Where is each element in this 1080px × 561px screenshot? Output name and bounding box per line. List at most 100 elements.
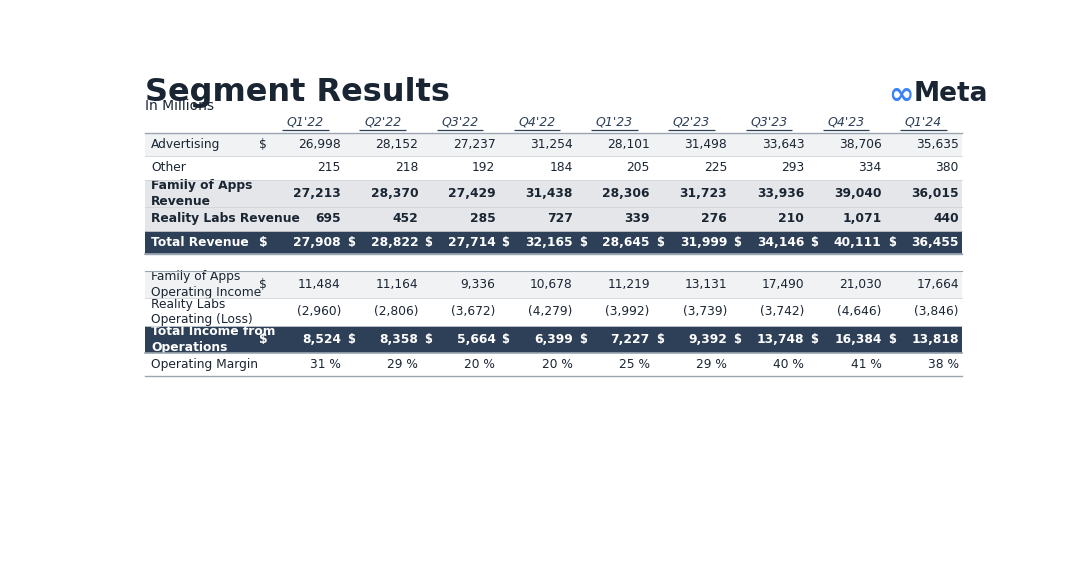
Text: 31,498: 31,498	[685, 138, 727, 151]
Text: (2,960): (2,960)	[297, 306, 341, 319]
Text: Other: Other	[151, 162, 186, 174]
Text: Q3'22: Q3'22	[442, 115, 478, 128]
Text: 17,490: 17,490	[761, 278, 805, 291]
Text: 10,678: 10,678	[530, 278, 572, 291]
Text: 31,438: 31,438	[525, 187, 572, 200]
Text: 41 %: 41 %	[851, 358, 881, 371]
Text: 440: 440	[933, 212, 959, 226]
Text: 31,999: 31,999	[679, 236, 727, 249]
Text: Meta: Meta	[914, 81, 988, 107]
Text: 225: 225	[704, 162, 727, 174]
Text: Family of Apps
Operating Income: Family of Apps Operating Income	[151, 270, 261, 299]
Text: 27,237: 27,237	[453, 138, 496, 151]
Text: $: $	[501, 236, 510, 249]
Text: Q3'23: Q3'23	[751, 115, 787, 128]
Text: 9,392: 9,392	[688, 333, 727, 346]
Text: 28,306: 28,306	[603, 187, 650, 200]
Text: $: $	[259, 236, 268, 249]
Text: 184: 184	[550, 162, 572, 174]
Text: (3,846): (3,846)	[915, 306, 959, 319]
Text: ∞: ∞	[889, 81, 914, 110]
Text: $: $	[733, 236, 741, 249]
Text: $: $	[259, 278, 267, 291]
Text: (4,279): (4,279)	[528, 306, 572, 319]
Text: $: $	[811, 236, 819, 249]
Text: Q4'23: Q4'23	[827, 115, 865, 128]
Text: 7,227: 7,227	[610, 333, 650, 346]
Text: 8,524: 8,524	[302, 333, 341, 346]
Bar	[145, 133, 962, 157]
Text: Q4'22: Q4'22	[518, 115, 556, 128]
Text: 36,015: 36,015	[912, 187, 959, 200]
Text: 28,645: 28,645	[603, 236, 650, 249]
Text: 11,164: 11,164	[376, 278, 418, 291]
Text: (3,672): (3,672)	[451, 306, 496, 319]
Text: $: $	[656, 333, 664, 346]
Text: 31,254: 31,254	[530, 138, 572, 151]
Text: 25 %: 25 %	[619, 358, 650, 371]
Text: 33,936: 33,936	[757, 187, 805, 200]
Text: 210: 210	[779, 212, 805, 226]
Bar	[145, 271, 962, 298]
Text: 293: 293	[781, 162, 805, 174]
Text: 28,152: 28,152	[375, 138, 418, 151]
Text: 20 %: 20 %	[542, 358, 572, 371]
Text: $: $	[259, 138, 267, 151]
Text: $: $	[259, 333, 268, 346]
Text: $: $	[347, 333, 355, 346]
Text: Reality Labs Revenue: Reality Labs Revenue	[151, 212, 300, 226]
Text: 28,822: 28,822	[370, 236, 418, 249]
Text: 27,213: 27,213	[293, 187, 341, 200]
Text: Total Revenue: Total Revenue	[151, 236, 249, 249]
Text: (2,806): (2,806)	[374, 306, 418, 319]
Text: (4,646): (4,646)	[837, 306, 881, 319]
Text: $: $	[501, 333, 510, 346]
Text: 8,358: 8,358	[379, 333, 418, 346]
Text: 13,818: 13,818	[912, 333, 959, 346]
Text: 334: 334	[859, 162, 881, 174]
Bar	[145, 353, 962, 376]
Text: 276: 276	[701, 212, 727, 226]
Text: In Millions: In Millions	[145, 99, 214, 113]
Text: Family of Apps
Revenue: Family of Apps Revenue	[151, 179, 253, 208]
Text: 13,748: 13,748	[757, 333, 805, 346]
Text: 727: 727	[546, 212, 572, 226]
Text: $: $	[811, 333, 819, 346]
Text: 20 %: 20 %	[464, 358, 496, 371]
Text: 29 %: 29 %	[697, 358, 727, 371]
Text: (3,992): (3,992)	[606, 306, 650, 319]
Text: Q2'23: Q2'23	[673, 115, 711, 128]
Text: 35,635: 35,635	[916, 138, 959, 151]
Text: Q1'24: Q1'24	[905, 115, 942, 128]
Text: 28,101: 28,101	[607, 138, 650, 151]
Bar	[145, 157, 962, 180]
Text: Q1'23: Q1'23	[596, 115, 633, 128]
Text: Total Income from
Operations: Total Income from Operations	[151, 325, 275, 353]
Text: 31,723: 31,723	[679, 187, 727, 200]
Text: 36,455: 36,455	[912, 236, 959, 249]
Text: 218: 218	[395, 162, 418, 174]
Text: $: $	[656, 236, 664, 249]
Text: 34,146: 34,146	[757, 236, 805, 249]
Text: 11,484: 11,484	[298, 278, 341, 291]
Text: 13,131: 13,131	[685, 278, 727, 291]
Text: Reality Labs
Operating (Loss): Reality Labs Operating (Loss)	[151, 298, 253, 327]
Text: 192: 192	[472, 162, 496, 174]
Bar	[145, 180, 962, 207]
Text: 27,714: 27,714	[447, 236, 496, 249]
Text: 27,429: 27,429	[448, 187, 496, 200]
Text: Q1'22: Q1'22	[287, 115, 324, 128]
Bar	[145, 325, 962, 353]
Text: (3,739): (3,739)	[683, 306, 727, 319]
Text: 9,336: 9,336	[460, 278, 496, 291]
Text: 33,643: 33,643	[761, 138, 805, 151]
Text: $: $	[579, 236, 586, 249]
Bar	[145, 207, 962, 231]
Text: 31 %: 31 %	[310, 358, 341, 371]
Text: $: $	[424, 333, 432, 346]
Text: Segment Results: Segment Results	[145, 77, 450, 108]
Text: 285: 285	[470, 212, 496, 226]
Text: 452: 452	[392, 212, 418, 226]
Text: $: $	[733, 333, 741, 346]
Text: 40,111: 40,111	[834, 236, 881, 249]
